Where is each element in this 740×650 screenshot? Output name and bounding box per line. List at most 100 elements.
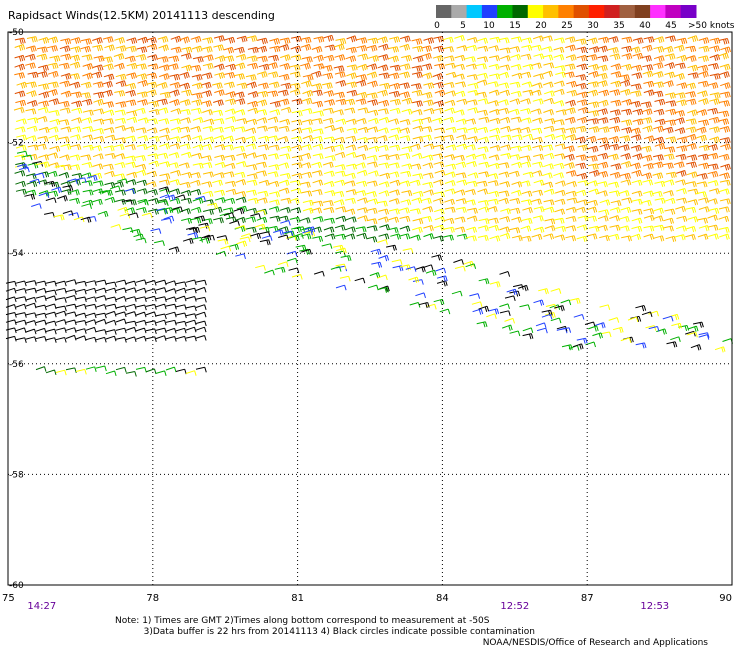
wind-barb [665,100,677,107]
wind-barb [718,153,730,161]
wind-barb [214,63,225,71]
wind-barb [555,109,567,116]
wind-barb [185,326,197,333]
wind-barb [225,188,237,196]
wind-barb [268,144,280,151]
wind-barb [185,319,197,326]
wind-barb [588,169,600,177]
wind-barb [32,161,44,167]
wind-barb [356,232,368,240]
wind-barb [609,116,621,124]
wind-barb [587,89,599,97]
wind-barb [498,107,510,115]
wind-barb [201,181,213,188]
wind-barb [115,336,127,343]
wind-barb [80,81,92,89]
wind-barb [279,179,290,186]
wind-barb [388,198,400,205]
wind-barb [155,303,167,310]
wind-barb [26,36,38,43]
wind-barb [389,189,400,196]
wind-barb [366,63,378,71]
wind-barb [422,162,434,169]
wind-barb [696,173,708,180]
wind-barb [620,153,632,160]
wind-barb [630,127,641,135]
wind-barb [299,181,311,188]
wind-barb [223,212,235,218]
wind-barb [584,321,596,328]
wind-barb [257,90,269,98]
wind-barb [632,153,643,161]
wind-barb [643,80,655,88]
wind-barb [233,207,245,215]
wind-barb [685,181,697,188]
wind-barb [170,108,182,115]
wind-barb [278,187,290,194]
wind-barb [676,225,687,232]
wind-barb [410,83,422,90]
wind-barb [137,79,148,87]
wind-barb [25,312,37,319]
wind-barb [697,80,709,88]
wind-barb [93,98,104,106]
wind-barb [289,82,301,90]
wind-barb [378,286,389,293]
wind-barb [609,125,620,133]
wind-barb [16,118,27,125]
wind-barb [70,46,81,53]
wind-barb [38,100,49,108]
wind-barb [335,215,347,222]
wind-barb [48,162,60,169]
wind-barb [652,62,664,70]
wind-barb [697,233,709,240]
wind-barb [181,217,192,224]
wind-barb [379,172,391,179]
wind-barb [135,163,147,171]
wind-barb [136,73,148,81]
wind-barb [587,145,599,153]
wind-barb [127,212,139,219]
wind-barb [597,55,609,62]
wind-barb [465,235,477,242]
wind-barb [377,64,389,72]
wind-barb [489,145,501,152]
wind-barb [175,295,187,302]
y-tick-label: -56 [9,360,24,370]
wind-barb [477,146,489,153]
wind-barb [202,109,213,116]
wind-barb [673,161,685,169]
wind-barb [399,135,411,142]
plot-frame [7,31,733,586]
wind-barb [135,287,147,294]
wind-barb [216,235,228,241]
wind-barb [159,194,171,200]
wind-barb [291,144,303,151]
wind-barb [487,173,499,180]
wind-barb [65,367,77,374]
wind-barb [652,172,664,180]
wind-barb [443,217,455,225]
wind-barb [545,303,557,310]
wind-barb [214,197,226,204]
wind-barb [191,45,203,53]
wind-barb [16,134,27,141]
wind-barb [400,170,412,177]
wind-barb [719,91,731,99]
wind-barb [510,116,522,123]
wind-barb [333,199,345,206]
wind-barb [587,118,599,125]
wind-barb [45,337,57,343]
wind-barb [300,162,312,169]
wind-barb [322,161,334,168]
wind-barb [55,369,67,376]
wind-barb [187,232,199,239]
wind-barb [444,154,455,161]
wind-barb [333,65,345,72]
wind-barb [609,190,620,197]
wind-barb [707,163,719,170]
wind-barb [69,81,81,89]
wind-barb [165,311,177,318]
wind-barb [608,153,619,161]
wind-barb [609,89,621,96]
